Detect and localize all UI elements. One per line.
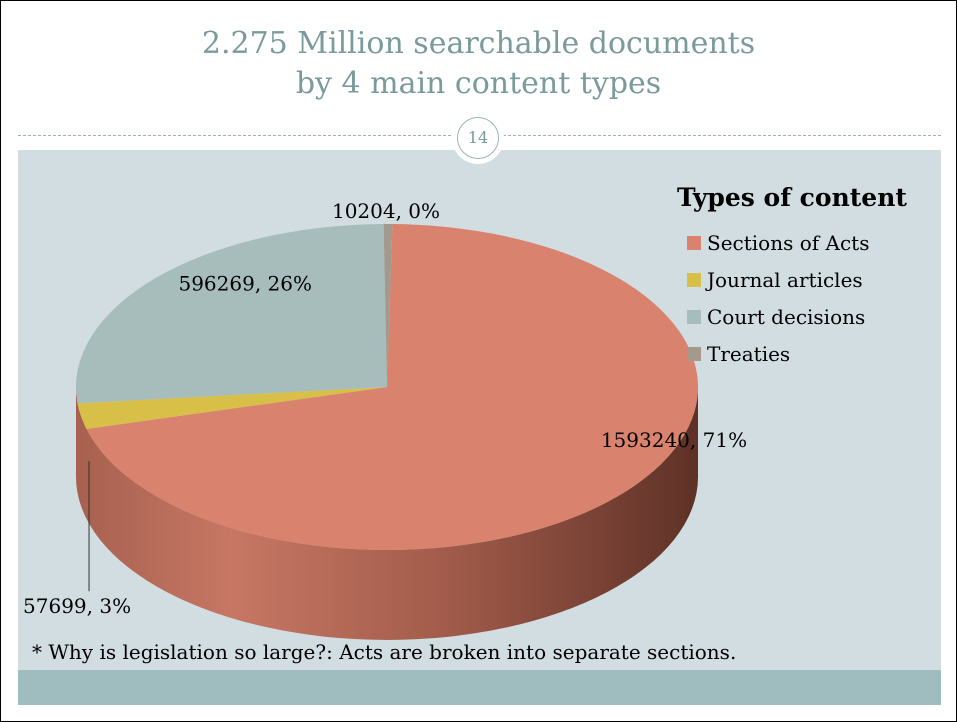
legend-label-treaties: Treaties: [707, 341, 791, 366]
legend-label-journal-articles: Journal articles: [707, 267, 863, 292]
chart-legend: Types of content Sections of Acts Journal…: [677, 180, 937, 372]
slide-number: 14: [457, 117, 499, 159]
legend-swatch-sections-of-acts: [687, 235, 701, 250]
legend-item-treaties: Treaties: [677, 335, 937, 372]
legend-item-court-decisions: Court decisions: [677, 298, 937, 335]
data-label-sections-of-acts: 1593240, 71%: [601, 428, 747, 452]
pie-slice-treaties: [383, 224, 393, 387]
legend-item-sections-of-acts: Sections of Acts: [677, 224, 937, 261]
legend-label-sections-of-acts: Sections of Acts: [707, 230, 870, 255]
legend-title: Types of content: [677, 183, 907, 212]
legend-swatch-court-decisions: [687, 309, 701, 324]
footnote: * Why is legislation so large?: Acts are…: [32, 640, 737, 664]
pie-slice-journal-articles: [77, 387, 387, 429]
data-label-journal-articles: 57699, 3%: [23, 594, 131, 618]
legend-swatch-journal-articles: [687, 272, 701, 287]
legend-swatch-treaties: [687, 346, 701, 361]
slide-title: 2.275 Million searchable documents by 4 …: [0, 24, 957, 104]
legend-item-journal-articles: Journal articles: [677, 261, 937, 298]
legend-label-court-decisions: Court decisions: [707, 304, 866, 329]
footer-band: [18, 670, 941, 705]
pie-side-wall: [76, 387, 698, 640]
title-line-1: 2.275 Million searchable documents: [201, 26, 756, 61]
title-line-2: by 4 main content types: [295, 66, 662, 101]
slide-number-badge: 14: [452, 112, 504, 164]
pie-slice-sections-of-acts: [86, 224, 698, 550]
pie-slice-court-decisions: [76, 224, 387, 404]
data-label-treaties: 10204, 0%: [332, 199, 440, 223]
data-label-court-decisions: 596269, 26%: [178, 271, 312, 295]
